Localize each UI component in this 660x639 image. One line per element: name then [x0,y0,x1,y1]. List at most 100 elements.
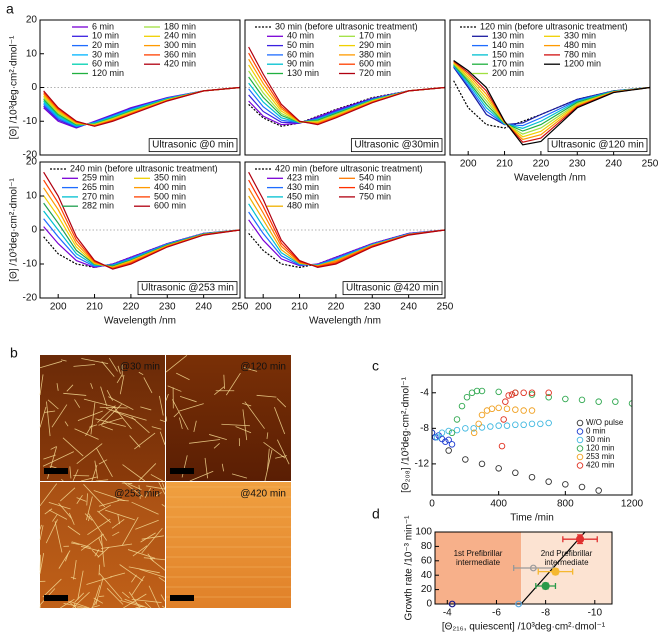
fibril [141,535,165,540]
fibril [99,406,128,409]
fibril [42,578,62,598]
data-point [487,423,494,430]
legend-label: 10 min [92,31,119,41]
data-point [462,425,469,432]
fibril [84,513,93,521]
fibril [221,463,225,472]
fibril [139,568,166,578]
series-line [43,171,240,270]
fibril [39,554,42,571]
data-point [529,564,537,572]
plot-frame [39,161,241,299]
fibril [60,598,75,609]
legend-label: 253 min [586,452,614,461]
legend-label: 480 min [564,40,596,50]
legend-label: 750 min [359,191,391,201]
y-tick-label: 20 [26,15,38,26]
data-point [448,429,456,437]
fibril [117,513,120,525]
x-tick-label: 210 [496,159,513,170]
x-tick-label: 250 [642,159,659,170]
legend-label: 259 min [82,173,114,183]
x-tick-label: 230 [159,302,176,313]
fibril [73,364,96,367]
data-point [495,422,502,429]
afm-fibrils [165,355,290,482]
fibril [121,516,139,546]
legend-label: 350 min [154,173,186,183]
fibril [68,512,75,525]
scale-bar [170,468,194,474]
fibril [95,479,109,482]
legend-label: 200 min [492,68,524,78]
y-axis-label: [Θ₂₀₈] /10³deg·cm²·dmol⁻¹ [401,376,412,492]
fibril [98,417,123,426]
data-point [478,387,486,395]
fibril [80,533,104,551]
fibril [72,469,79,482]
data-point [595,487,602,494]
fibril [264,449,273,482]
fibril [120,599,144,608]
legend-label: 420 min [164,59,196,69]
legend-marker [576,453,584,461]
legend-label: 360 min [164,49,196,59]
fibril [129,435,141,448]
legend-label: 140 min [492,40,524,50]
fibril [105,509,135,521]
series-line [453,60,650,146]
fibril [98,595,105,597]
y-tick-label: -12 [415,459,430,470]
legend-label: 290 min [359,40,391,50]
fibril [76,494,83,504]
annotation: Ultrasonic @253 min [141,283,234,294]
legend-label: 600 min [359,59,391,69]
fibril [131,416,150,434]
fibril [58,550,71,569]
annotation: Ultrasonic @420 min [346,283,439,294]
legend-label: 240 min [164,31,196,41]
data-point [612,398,619,405]
fibril [209,434,227,441]
x-tick-label: 220 [123,302,140,313]
fibril [276,439,290,465]
fibril [62,437,84,457]
fibril [83,484,106,508]
fibril [275,455,287,459]
plot-area [40,171,240,270]
data-point [448,600,456,608]
fibril [101,425,113,431]
fibril [116,374,123,384]
series-line [453,80,650,129]
legend-label: 450 min [287,191,319,201]
fibril [274,407,286,435]
fibril [96,447,113,478]
legend-label: 120 min [586,444,614,453]
legend-label: 420 min (before ultrasonic treatment) [275,163,423,173]
fibril [60,359,67,362]
fibril [90,402,96,435]
fibril [47,399,59,410]
x-tick-label: 250 [232,302,249,313]
fibril [98,564,100,576]
fibril [138,371,144,376]
data-point [495,465,502,472]
fibril [178,403,204,412]
afm-image [166,355,291,481]
data-point [478,411,486,419]
scale-bar [44,595,68,601]
fibril [131,574,137,583]
fibril [67,525,81,536]
fibril [63,603,88,609]
y-axis-label: [Θ] /10³deg·cm²·dmol⁻¹ [9,178,20,282]
fibril [50,446,57,450]
data-point [545,419,552,427]
fibril [83,398,116,408]
fibril [111,518,125,529]
legend-label: 120 min (before ultrasonic treatment) [480,21,628,31]
legend-label: 480 min [287,201,319,211]
x-tick-label: 1200 [621,499,644,510]
series-line [43,229,240,269]
